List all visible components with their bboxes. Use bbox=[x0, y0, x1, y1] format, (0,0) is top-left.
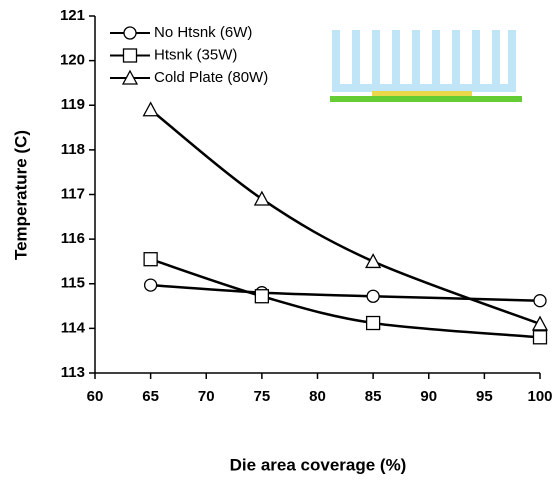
line bbox=[150, 283, 541, 302]
legend-label: No Htsnk (6W) bbox=[154, 24, 252, 41]
point bbox=[533, 294, 547, 308]
y-tick-label: 117 bbox=[61, 185, 85, 202]
x-axis-label: Die area coverage (%) bbox=[230, 455, 407, 474]
legend-marker bbox=[121, 69, 139, 85]
y-tick-label: 116 bbox=[61, 230, 85, 247]
x-tick-label: 80 bbox=[309, 388, 326, 405]
y-tick-label: 119 bbox=[61, 96, 85, 113]
legend-marker bbox=[123, 26, 137, 40]
heatsink-inset bbox=[330, 30, 522, 102]
point bbox=[365, 253, 382, 269]
x-tick-label: 60 bbox=[87, 388, 104, 405]
y-tick-label: 121 bbox=[60, 7, 85, 24]
point bbox=[254, 289, 270, 304]
legend-marker bbox=[122, 48, 138, 63]
y-tick-label: 120 bbox=[60, 52, 85, 69]
x-tick-label: 95 bbox=[476, 388, 493, 405]
legend-label: Cold Plate (80W) bbox=[154, 69, 268, 86]
x-tick-label: 75 bbox=[254, 388, 271, 405]
point bbox=[366, 289, 380, 303]
point bbox=[143, 278, 158, 292]
y-axis-label: Temperature (C) bbox=[11, 130, 30, 260]
y-tick-label: 115 bbox=[61, 275, 85, 292]
x-tick-label: 65 bbox=[142, 388, 159, 405]
point bbox=[365, 315, 381, 331]
point bbox=[253, 190, 270, 206]
point bbox=[143, 252, 158, 267]
point bbox=[531, 315, 549, 331]
line bbox=[149, 108, 541, 326]
x-tick-label: 100 bbox=[527, 388, 552, 405]
legend-label: Htsnk (35W) bbox=[154, 46, 237, 63]
line bbox=[150, 258, 541, 339]
x-tick-label: 85 bbox=[365, 388, 382, 405]
y-tick-label: 113 bbox=[61, 364, 85, 381]
point bbox=[142, 101, 159, 117]
y-tick-label: 114 bbox=[61, 319, 86, 336]
point bbox=[532, 330, 548, 345]
x-tick-label: 70 bbox=[198, 388, 215, 405]
x-tick-label: 90 bbox=[420, 388, 437, 405]
y-tick-label: 118 bbox=[61, 141, 85, 158]
